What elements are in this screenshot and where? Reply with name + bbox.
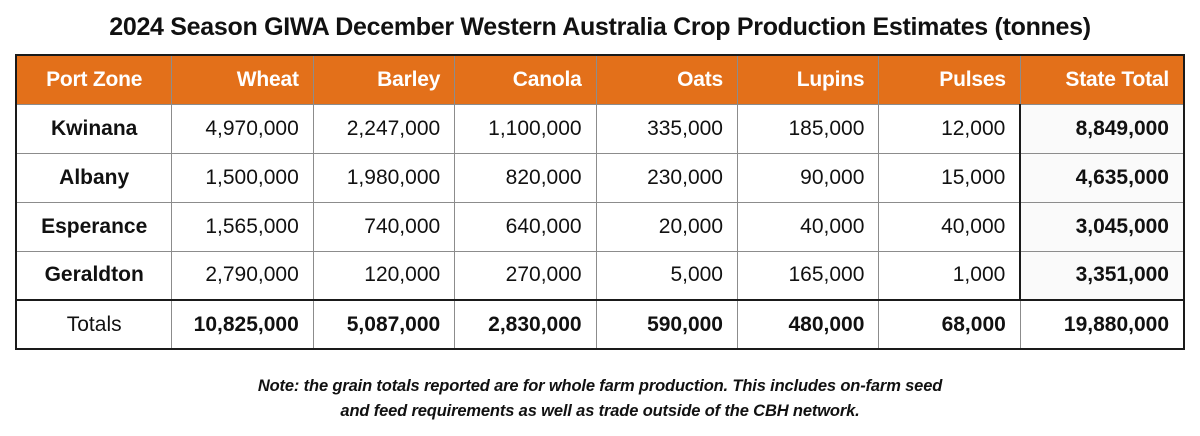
cell-totals-oats: 590,000	[595, 299, 739, 349]
cell-geraldton-oats: 5,000	[595, 250, 739, 301]
cell-totals-state-total: 19,880,000	[1019, 299, 1184, 349]
column-header-oats[interactable]: Oats	[595, 54, 739, 105]
cell-esperance-state-total: 3,045,000	[1019, 201, 1184, 252]
cell-geraldton-pulses: 1,000	[878, 250, 1021, 301]
cell-geraldton-canola: 270,000	[454, 250, 597, 301]
cell-geraldton-state-total: 3,351,000	[1019, 250, 1184, 301]
cell-kwinana-barley: 2,247,000	[312, 103, 456, 154]
crop-production-table: Port Zone Wheat Barley Canola Oats Lupin…	[15, 54, 1185, 350]
cell-geraldton-barley: 120,000	[312, 250, 456, 301]
cell-esperance-canola: 640,000	[454, 201, 597, 252]
column-header-pulses[interactable]: Pulses	[878, 54, 1021, 105]
cell-kwinana-wheat: 4,970,000	[171, 103, 314, 154]
table-body: Kwinana 4,970,000 2,247,000 1,100,000 33…	[16, 103, 1184, 349]
cell-esperance-barley: 740,000	[312, 201, 456, 252]
cell-geraldton-lupins: 165,000	[736, 250, 880, 301]
table-row: Geraldton 2,790,000 120,000 270,000 5,00…	[16, 250, 1184, 301]
column-header-canola[interactable]: Canola	[454, 54, 597, 105]
cell-totals-pulses: 68,000	[878, 299, 1021, 349]
cell-albany-lupins: 90,000	[736, 152, 880, 203]
table-container: Port Zone Wheat Barley Canola Oats Lupin…	[15, 54, 1185, 350]
cell-totals-label: Totals	[16, 299, 173, 349]
column-header-lupins[interactable]: Lupins	[736, 54, 880, 105]
cell-totals-canola: 2,830,000	[454, 299, 597, 349]
cell-zone-geraldton: Geraldton	[16, 250, 173, 301]
cell-esperance-oats: 20,000	[595, 201, 739, 252]
cell-esperance-pulses: 40,000	[878, 201, 1021, 252]
column-header-port-zone[interactable]: Port Zone	[16, 54, 173, 105]
cell-esperance-lupins: 40,000	[736, 201, 880, 252]
cell-zone-albany: Albany	[16, 152, 173, 203]
cell-albany-state-total: 4,635,000	[1019, 152, 1184, 203]
footnote-line-1: Note: the grain totals reported are for …	[257, 377, 943, 395]
cell-albany-oats: 230,000	[595, 152, 739, 203]
cell-totals-lupins: 480,000	[736, 299, 880, 349]
cell-totals-barley: 5,087,000	[312, 299, 456, 349]
cell-zone-esperance: Esperance	[16, 201, 173, 252]
column-header-barley[interactable]: Barley	[312, 54, 456, 105]
cell-albany-canola: 820,000	[454, 152, 597, 203]
table-header: Port Zone Wheat Barley Canola Oats Lupin…	[16, 54, 1184, 105]
cell-kwinana-canola: 1,100,000	[454, 103, 597, 154]
column-header-wheat[interactable]: Wheat	[171, 54, 314, 105]
cell-totals-wheat: 10,825,000	[171, 299, 314, 349]
cell-albany-wheat: 1,500,000	[171, 152, 314, 203]
cell-kwinana-pulses: 12,000	[878, 103, 1021, 154]
cell-esperance-wheat: 1,565,000	[171, 201, 314, 252]
table-row: Esperance 1,565,000 740,000 640,000 20,0…	[16, 201, 1184, 252]
footnote: Note: the grain totals reported are for …	[0, 374, 1200, 424]
cell-kwinana-lupins: 185,000	[736, 103, 880, 154]
table-row: Albany 1,500,000 1,980,000 820,000 230,0…	[16, 152, 1184, 203]
cell-albany-barley: 1,980,000	[312, 152, 456, 203]
totals-row: Totals 10,825,000 5,087,000 2,830,000 59…	[16, 299, 1184, 349]
column-header-state-total[interactable]: State Total	[1019, 54, 1184, 105]
footnote-line-2: and feed requirements as well as trade o…	[340, 402, 860, 420]
cell-geraldton-wheat: 2,790,000	[171, 250, 314, 301]
cell-albany-pulses: 15,000	[878, 152, 1021, 203]
page-title: 2024 Season GIWA December Western Austra…	[109, 13, 1091, 41]
cell-kwinana-state-total: 8,849,000	[1019, 103, 1184, 154]
cell-kwinana-oats: 335,000	[595, 103, 739, 154]
table-row: Kwinana 4,970,000 2,247,000 1,100,000 33…	[16, 103, 1184, 154]
header-row: Port Zone Wheat Barley Canola Oats Lupin…	[16, 54, 1184, 105]
cell-zone-kwinana: Kwinana	[16, 103, 173, 154]
